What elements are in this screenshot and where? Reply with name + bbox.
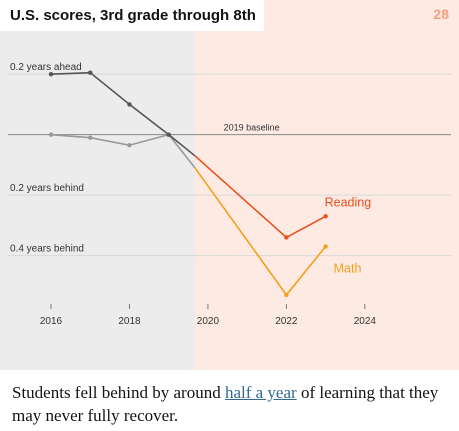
math-data-point: [284, 292, 289, 298]
pre-pandemic-background: [0, 0, 195, 370]
reading-data-point: [166, 132, 171, 137]
chart-title: U.S. scores, 3rd grade through 8th: [0, 0, 264, 31]
x-tick-label: 2018: [118, 316, 141, 327]
x-tick-label: 2020: [197, 316, 220, 327]
math-data-point: [323, 244, 328, 249]
x-tick-label: 2024: [354, 316, 377, 327]
chart-title-text: U.S. scores, 3rd grade through 8th: [10, 7, 256, 24]
series-label-math: Math: [334, 262, 362, 276]
line-chart: 0.2 years ahead 0.2 years behind 0.4 years…: [0, 0, 459, 370]
reading-data-point: [48, 71, 54, 77]
caption-link-half-a-year[interactable]: half a year: [224, 383, 297, 402]
baseline-label: 2019 baseline: [224, 123, 280, 133]
pandemic-period-background: [194, 0, 459, 370]
y-axis-label: 0.4 years behind: [10, 244, 84, 255]
series-label-reading: Reading: [325, 195, 372, 209]
x-tick-label: 2016: [40, 316, 63, 327]
reading-data-point: [323, 214, 328, 219]
caption-after: of learning that they may never fully re…: [12, 383, 439, 425]
x-tick-label: 2022: [275, 316, 298, 327]
reading-data-point: [284, 235, 289, 240]
math-data-point: [88, 135, 93, 140]
y-axis-label: 0.2 years ahead: [10, 62, 82, 73]
reading-data-point: [127, 102, 132, 107]
page-number: 28: [433, 6, 449, 22]
math-data-point: [48, 132, 54, 137]
y-axis-label: 0.2 years behind: [10, 183, 84, 194]
caption-text: Students fell behind by around half a ye…: [12, 381, 452, 427]
math-data-point: [127, 143, 132, 148]
reading-data-point: [88, 70, 93, 75]
caption-before: Students fell behind by around: [12, 383, 225, 402]
